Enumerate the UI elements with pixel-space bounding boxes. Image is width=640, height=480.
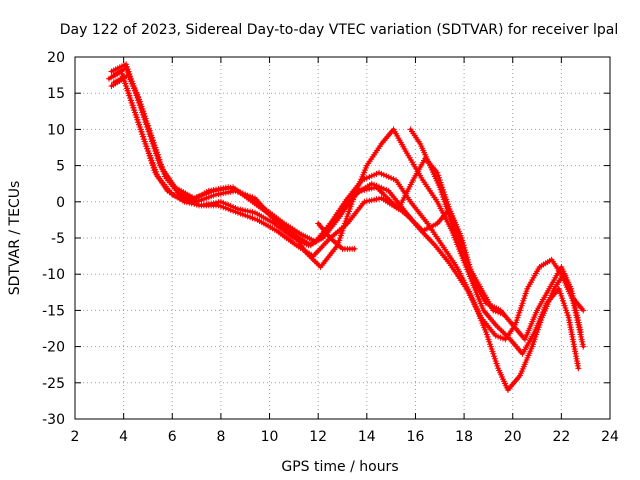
x-tick-label: 16 [407, 429, 425, 445]
y-tick-label: 20 [47, 50, 65, 66]
data-point [577, 329, 584, 336]
data-series-track-6 [407, 126, 506, 318]
x-tick-label: 6 [168, 429, 177, 445]
x-tick-label: 2 [71, 429, 80, 445]
y-tick-label: -5 [51, 231, 65, 247]
data-point [575, 365, 582, 372]
y-axis-label: SDTVAR / TECUs [7, 181, 23, 296]
y-tick-label: 0 [56, 195, 65, 211]
data-series-track-7 [315, 220, 358, 252]
x-tick-label: 4 [119, 429, 128, 445]
x-tick-label: 14 [358, 429, 376, 445]
y-tick-label: 15 [47, 86, 65, 102]
y-tick-label: -25 [42, 376, 65, 392]
data-point [500, 311, 506, 318]
x-tick-label: 20 [504, 429, 522, 445]
x-tick-label: 8 [216, 429, 225, 445]
data-points [106, 61, 587, 393]
chart-title: Day 122 of 2023, Sidereal Day-to-day VTE… [60, 22, 618, 38]
y-tick-label: 5 [56, 159, 65, 175]
data-point [580, 307, 587, 314]
x-tick-label: 24 [601, 429, 619, 445]
x-tick-label: 10 [261, 429, 279, 445]
x-tick-label: 12 [309, 429, 327, 445]
ticks: 2 4 6 8 10 12 14 16 18 20 22 2420151050-5-10-15-20-… [42, 50, 619, 445]
x-axis-label: GPS time / hours [281, 459, 398, 475]
x-tick-label: 18 [455, 429, 473, 445]
x-tick-label: 22 [552, 429, 570, 445]
y-tick-label: -20 [42, 340, 65, 356]
y-tick-label: -15 [42, 303, 65, 319]
data-point [580, 343, 587, 350]
data-series-track-4 [110, 64, 584, 343]
y-tick-label: -10 [42, 267, 65, 283]
y-tick-label: -30 [42, 412, 65, 428]
data-point [351, 245, 358, 252]
y-tick-label: 10 [47, 122, 65, 138]
